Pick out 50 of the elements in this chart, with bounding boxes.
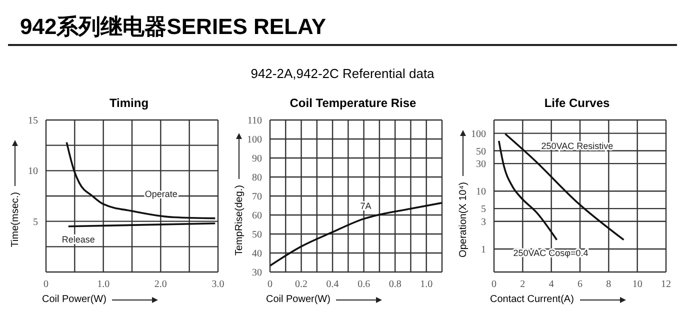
x-tick-label: 1.0 xyxy=(97,279,110,290)
y-tick-label: 5 xyxy=(481,204,486,216)
y-tick-label: 110 xyxy=(247,116,262,127)
y-axis-title: Time(msec.) xyxy=(10,192,20,248)
text: 942系列继电器SERIES RELAY xyxy=(20,13,326,41)
x-tick-label: 3.0 xyxy=(212,279,224,290)
x-tick-label: 1.0 xyxy=(420,279,433,290)
x-tick-label: 0 xyxy=(44,279,48,290)
y-tick-label: 10 xyxy=(476,186,486,198)
text: 942-2A,942-2C Referential data xyxy=(250,66,436,81)
x-tick-label: 0.2 xyxy=(295,279,308,290)
x-tick-label: 12 xyxy=(661,279,671,290)
x-tick-label: 2 xyxy=(520,279,526,290)
y-tick-label: 5 xyxy=(33,216,38,228)
x-axis-title: Coil Power(W) xyxy=(266,294,330,305)
y-tick-label: 80 xyxy=(252,172,262,184)
x-tick-label: 0 xyxy=(268,279,272,290)
y-tick-label: 50 xyxy=(476,146,486,158)
x-tick-label: 8 xyxy=(606,279,612,290)
x-tick-label: 0.4 xyxy=(326,279,339,290)
x-tick-label: 0.6 xyxy=(358,279,370,290)
y-tick-label: 50 xyxy=(252,230,262,241)
x-axis-title: Contact Current(A) xyxy=(490,294,574,305)
y-axis-title: TempRise(deg.) xyxy=(234,184,244,256)
x-tick-label: 4 xyxy=(548,279,554,290)
y-tick-label: 40 xyxy=(252,248,262,260)
y-tick-label: 10 xyxy=(28,166,38,178)
y-tick-label: 90 xyxy=(252,154,262,165)
x-axis-title: Coil Power(W) xyxy=(42,294,106,305)
y-tick-label: 3 xyxy=(481,216,486,228)
y-tick-label: 100 xyxy=(247,134,262,146)
line-series xyxy=(504,132,625,241)
chart-title: Timing xyxy=(108,96,150,112)
y-tick-label: 70 xyxy=(252,192,262,203)
x-tick-label: 0 xyxy=(492,279,496,290)
x-tick-label: 10 xyxy=(632,279,642,290)
y-tick-label: 60 xyxy=(252,210,262,222)
y-tick-label: 1 xyxy=(481,244,486,256)
y-tick-label: 100 xyxy=(471,128,486,140)
y-tick-label: 30 xyxy=(252,268,262,279)
line-series xyxy=(66,141,216,220)
chart-title: Life Curves xyxy=(543,96,611,112)
x-tick-label: 6 xyxy=(578,279,582,290)
x-tick-label: 2.0 xyxy=(154,279,167,290)
chart-title: Coil Temperature Rise xyxy=(288,96,418,112)
line-series xyxy=(270,202,442,267)
y-axis-title: Operation(X 10⁴) xyxy=(458,182,468,258)
x-tick-label: 0.8 xyxy=(388,279,402,290)
y-tick-label: 15 xyxy=(28,116,38,127)
y-tick-label: 30 xyxy=(476,159,486,170)
